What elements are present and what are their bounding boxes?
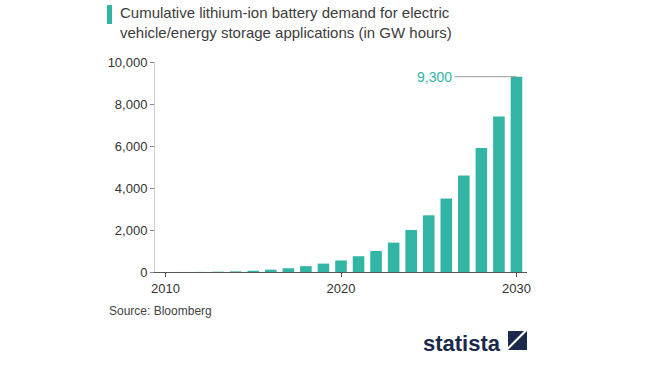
svg-text:statista: statista — [423, 331, 501, 356]
svg-text:8,000: 8,000 — [115, 97, 148, 112]
svg-text:9,300: 9,300 — [417, 69, 452, 85]
svg-text:2,000: 2,000 — [115, 223, 148, 238]
svg-text:Cumulative lithium-ion battery: Cumulative lithium-ion battery demand fo… — [120, 4, 452, 41]
svg-text:10,000: 10,000 — [108, 55, 148, 70]
svg-text:2010: 2010 — [151, 281, 180, 296]
svg-text:6,000: 6,000 — [115, 139, 148, 154]
svg-text:Source: Bloomberg: Source: Bloomberg — [109, 304, 212, 318]
svg-text:2020: 2020 — [327, 281, 356, 296]
svg-text:4,000: 4,000 — [115, 181, 148, 196]
svg-text:0: 0 — [140, 265, 147, 280]
svg-text:2030: 2030 — [502, 281, 531, 296]
